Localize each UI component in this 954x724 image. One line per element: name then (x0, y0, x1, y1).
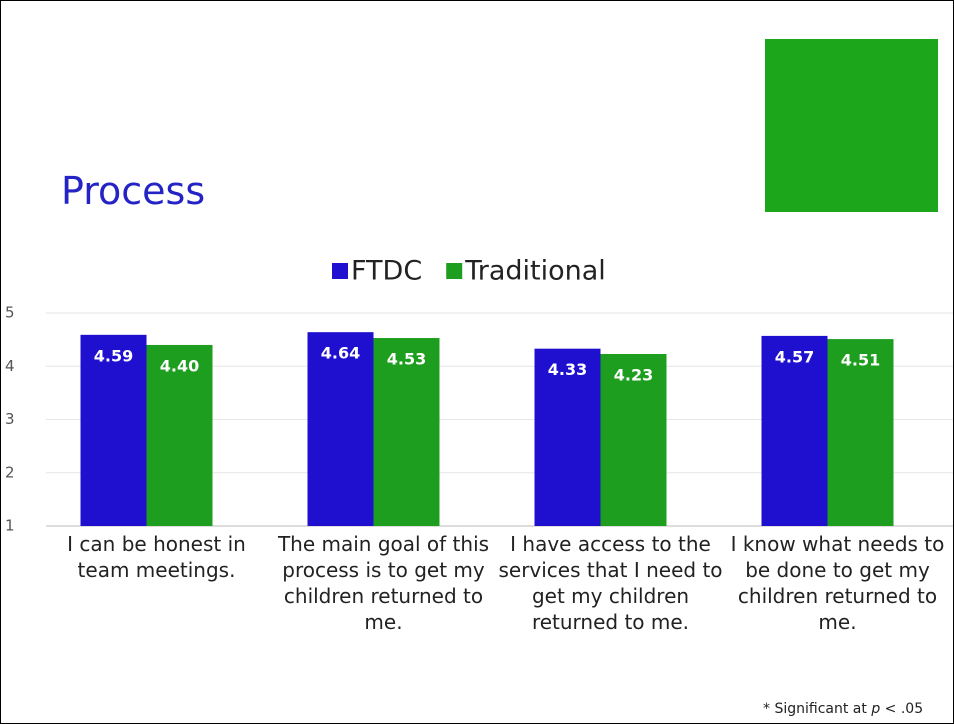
legend-label: Traditional (464, 256, 606, 287)
x-tick-label: The main goal of this process is to get … (277, 532, 490, 634)
bar (373, 338, 440, 526)
value-label: 4.23 (614, 366, 653, 385)
legend-swatch (332, 263, 348, 279)
footnote-prefix: * Significant at (763, 701, 867, 717)
x-tick-label: I have access to the services that I nee… (498, 532, 723, 634)
decor-square (765, 39, 938, 212)
value-label: 4.57 (775, 347, 814, 366)
value-label: 4.51 (841, 351, 880, 370)
x-tick-label: I know what needs to be done to get my c… (730, 532, 945, 634)
y-tick-label: 5 (5, 304, 15, 322)
value-label: 4.53 (387, 350, 426, 369)
bar (534, 348, 601, 526)
x-tick-label: I can be honest in team meetings. (67, 532, 246, 582)
legend-swatch (446, 263, 463, 279)
value-label: 4.33 (548, 360, 587, 379)
bar (761, 335, 828, 526)
y-tick-label: 3 (5, 410, 15, 428)
bar (600, 354, 667, 526)
bar (146, 344, 213, 526)
value-label: 4.59 (94, 346, 133, 365)
legend-label: FTDC (351, 256, 422, 287)
footnote: * Significant at p < .05 (763, 701, 923, 717)
value-label: 4.64 (321, 344, 360, 363)
y-tick-label: 4 (5, 357, 15, 375)
bar (80, 334, 147, 526)
value-label: 4.40 (160, 356, 199, 375)
y-tick-label: 2 (5, 463, 15, 481)
bar (827, 339, 894, 526)
bar (307, 332, 374, 526)
footnote-variable: p (871, 701, 881, 717)
footnote-suffix: < .05 (884, 701, 924, 717)
slide-title: Process (61, 169, 206, 213)
y-tick-label: 1 (5, 517, 15, 535)
